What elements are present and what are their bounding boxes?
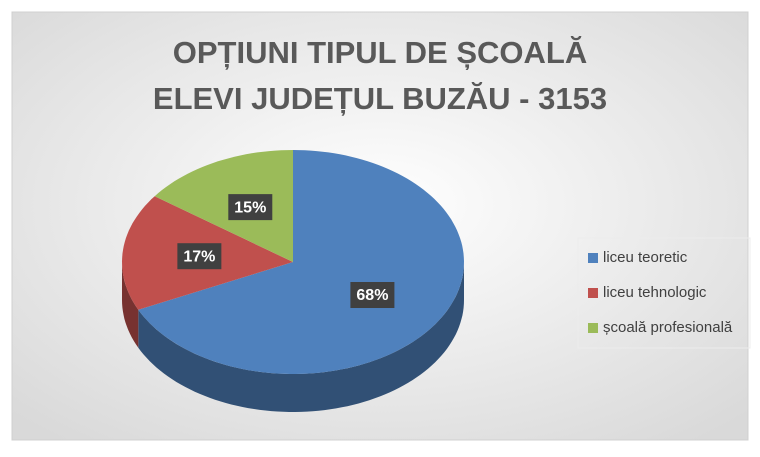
value-label: 17% [183, 248, 215, 265]
value-label-box [350, 282, 395, 309]
value-label: 15% [234, 199, 266, 216]
value-label-box [177, 243, 222, 270]
chart-title: ELEVI JUDEȚUL BUZĂU - 3153 [153, 81, 607, 116]
slice-side [122, 262, 139, 348]
legend-swatch [588, 323, 598, 333]
slice-side [138, 262, 465, 412]
chart-title: OPȚIUNI TIPUL DE ȘCOALĂ [173, 35, 588, 70]
value-label: 68% [356, 287, 388, 304]
legend-label: școală profesională [603, 319, 733, 336]
slice [154, 150, 293, 262]
legend-swatch [588, 253, 598, 263]
legend-box [577, 237, 751, 349]
legend-label: liceu tehnologic [603, 284, 707, 301]
value-label-box [228, 194, 273, 221]
legend-label: liceu teoretic [603, 249, 688, 266]
legend-swatch [588, 288, 598, 298]
slice [138, 150, 465, 374]
